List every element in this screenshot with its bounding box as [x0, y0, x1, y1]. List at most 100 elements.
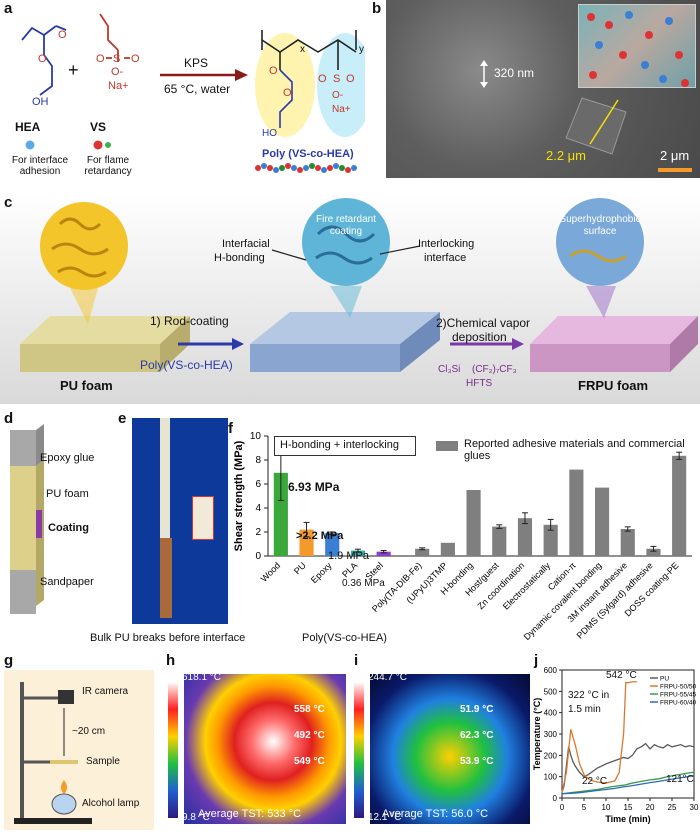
product-ho: HO	[262, 128, 277, 139]
frpu-foam-block	[530, 316, 698, 344]
f-y-axis-label: Shear strength (MPa)	[233, 440, 245, 551]
i-max: 244.7 °C	[368, 672, 408, 683]
thermal-image-i	[370, 674, 530, 824]
f-bar	[466, 490, 481, 556]
ir-camera-icon	[58, 690, 74, 704]
measure-2-2: 2.2 μm	[546, 148, 587, 163]
f-group-label: Poly(VS-co-HEA)	[302, 632, 387, 644]
f-legend-reported: Reported adhesive materials and commerci…	[464, 438, 685, 462]
subscript-y: y	[359, 44, 364, 55]
f-bar	[492, 526, 507, 556]
vs-name: VS	[90, 120, 107, 134]
e-caption: Bulk PU breaks before interface	[90, 632, 246, 644]
f-bar	[415, 548, 430, 556]
j-legend-label: FRPU-50/50	[660, 684, 697, 691]
j-y-tick-label: 100	[544, 773, 558, 782]
h-point2: 492 °C	[294, 730, 325, 741]
j-x-tick-label: 10	[602, 803, 611, 812]
f-bar	[325, 533, 340, 556]
panel-j-label: j	[534, 652, 539, 669]
f-bar	[376, 551, 391, 556]
panel-h: h 618.1 °C 9.8 °C 558 °C 492 °C 549 °C A…	[162, 652, 348, 836]
frpu-foam-label: FRPU foam	[578, 378, 649, 393]
f-x-tick-label: PLA	[340, 560, 359, 579]
svg-text:O: O	[346, 73, 355, 85]
i-average: Average TST: 56.0 °C	[382, 808, 489, 820]
panel-e-label: e	[118, 410, 127, 427]
bead-chain	[255, 163, 357, 173]
j-y-tick-label: 0	[553, 794, 558, 803]
panel-j: j 0 5 10 15 20 25 30 0 100 200 300 400 500 600 Time (m…	[532, 652, 700, 836]
panel-g-label: g	[4, 652, 14, 669]
f-y-tick-label: 6	[255, 479, 261, 490]
j-ann-15: 1.5 min	[568, 704, 601, 715]
panel-i: i 244.7 °C 12.1 °C 51.9 °C 62.3 °C 53.9 …	[350, 652, 530, 836]
panel-g: g IR camera ~20 cm Sample Alcohol lamp	[0, 652, 160, 836]
j-series-line	[561, 771, 695, 795]
j-y-axis-label: Temperature (°C)	[532, 698, 542, 770]
j-x-axis-label: Time (min)	[605, 814, 650, 824]
hea-name: HEA	[15, 120, 41, 134]
lamp-icon	[51, 793, 77, 815]
f-y-tick-label: 8	[255, 455, 261, 466]
j-x-tick-label: 30	[690, 803, 699, 812]
photo-e	[132, 418, 228, 624]
f-bar	[273, 472, 288, 556]
panel-a-label: a	[4, 0, 13, 17]
i-point2: 62.3 °C	[460, 730, 494, 741]
coated-foam-block	[250, 312, 440, 344]
vs-na: Na+	[108, 80, 129, 92]
svg-text:O: O	[58, 29, 67, 41]
j-legend-label: PU	[660, 676, 669, 683]
svg-text:O: O	[131, 53, 140, 65]
panel-a: a O O S O O	[0, 0, 365, 182]
product-o-minus: O-	[332, 90, 344, 101]
vs-role: For flame retardancy	[84, 155, 132, 177]
product-name: Poly (VS-co-HEA)	[262, 148, 354, 160]
epoxy-label: Epoxy glue	[40, 452, 95, 464]
panel-h-label: h	[166, 652, 176, 669]
step1-label: 1) Rod-coating	[150, 314, 229, 328]
na-bead-icon	[105, 142, 111, 148]
measure-320: 320 nm	[494, 66, 535, 80]
f-bar	[569, 469, 584, 556]
panel-d-label: d	[4, 410, 14, 427]
pu-zoom-circle	[40, 202, 128, 290]
scale-bar-label: 2 μm	[660, 148, 690, 163]
thermal-image-h	[184, 674, 346, 824]
panel-f-label: f	[228, 420, 233, 437]
j-y-tick-label: 500	[544, 687, 558, 696]
hfts-tail: (CF₂)₇CF₃	[472, 364, 517, 375]
sandpaper-label: Sandpaper	[40, 576, 94, 588]
frpu-zoom-circle	[556, 198, 644, 286]
j-ann-121: 121°C	[666, 774, 694, 785]
step2-line2: deposition	[452, 330, 507, 344]
interlocking-line2: interface	[424, 252, 467, 264]
colorbar-h	[168, 682, 178, 818]
reagent: KPS	[184, 56, 209, 70]
j-y-tick-label: 600	[544, 666, 558, 675]
flame-icon	[61, 780, 67, 794]
f-bar	[594, 487, 610, 556]
f-x-tick-label: PU	[292, 560, 308, 576]
f-legend-box-label: H-bonding + interlocking	[280, 439, 399, 451]
f-x-tick-label: Electrostatically	[501, 560, 553, 612]
hea-role: For interface adhesion	[11, 155, 69, 177]
j-y-tick-label: 400	[544, 709, 558, 718]
hfts-formula: Cl₃Si	[438, 364, 461, 375]
i-point3: 53.9 °C	[460, 756, 494, 767]
interfacial-line1: Interfacial	[222, 238, 270, 250]
hea-bead-icon	[25, 140, 35, 150]
coating-label: Coating	[48, 522, 89, 534]
pu-foam-label: PU foam	[60, 378, 113, 393]
j-legend-label: FRPU-55/45	[660, 692, 697, 699]
svg-text:S: S	[333, 73, 340, 85]
j-legend-label: FRPU-60/40	[660, 700, 697, 707]
j-ann-542: 542 °C	[606, 670, 637, 681]
f-bar	[543, 524, 558, 556]
j-ann-22: 22 °C	[582, 776, 608, 787]
sample-label: Sample	[86, 756, 120, 767]
f-bar	[672, 455, 687, 556]
product-na: Na+	[332, 104, 351, 115]
f-y-tick-label: 0	[255, 551, 261, 562]
